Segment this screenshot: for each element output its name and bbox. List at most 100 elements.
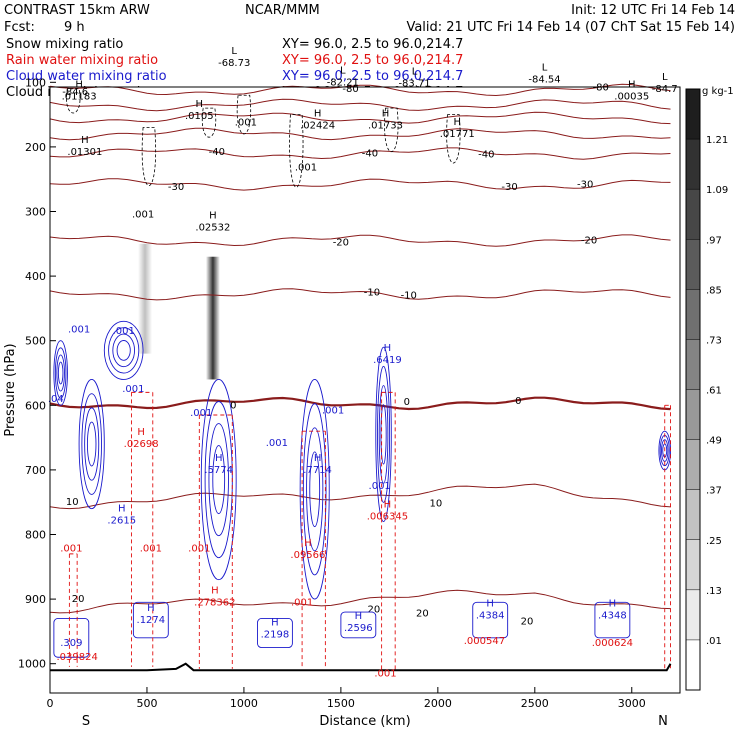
ice-max-value: .00035	[614, 92, 649, 103]
colorbar: 1.21 1.09 .97 .85 .73 .61 .49 .37 .25 .13 .01	[685, 88, 728, 691]
y-tick-label: 1000	[18, 658, 46, 671]
isotherm-label: 20	[521, 617, 534, 628]
rain-max-value: .02698	[124, 439, 159, 450]
y-tick-label: 700	[25, 464, 46, 477]
x-start-label: S	[82, 714, 90, 729]
model-title: CONTRAST 15km ARW	[4, 3, 150, 18]
cloud-water-max-value: .6419	[373, 355, 402, 366]
field-xy: XY= 96.0, 2.5 to 96.0,214.7	[282, 37, 463, 52]
cloud-water-contour	[84, 407, 100, 481]
ice-max-value: .02424	[300, 121, 335, 132]
low-marker: L	[542, 63, 548, 74]
colorbar-label: .25	[706, 536, 722, 547]
isotherm-label: 0	[230, 400, 236, 411]
colorbar-swatch	[686, 89, 700, 140]
cloud-water-max-value: .001	[122, 384, 144, 395]
rain-max-value: .000624	[592, 638, 633, 649]
field-xy: XY= 96.0, 2.5 to 96.0,214.7	[282, 69, 463, 84]
colorbar-swatch	[686, 589, 700, 641]
cloud-water-max-marker: H	[147, 603, 155, 614]
y-tick-label: 900	[25, 593, 46, 606]
colorbar-label: .49	[706, 436, 722, 447]
fcst-value: 9 h	[64, 20, 85, 35]
cloud-water-contour	[103, 320, 144, 380]
rain-max-value: .001	[60, 544, 82, 555]
isotherm-label: 20	[72, 594, 85, 605]
ice-max-value: .01183	[62, 92, 97, 103]
low-value: -84.7	[652, 84, 678, 95]
y-tick-label: 600	[25, 399, 46, 412]
isotherm-line	[49, 234, 671, 247]
isotherm-label: -30	[168, 182, 184, 193]
cloud-water-contour	[200, 379, 237, 581]
cloud-water-contour	[340, 611, 377, 639]
ice-max-marker: H	[453, 117, 461, 128]
cloud-water-max-value: .309	[60, 638, 82, 649]
field-name: Cloud water mixing ratio	[6, 69, 167, 84]
colorbar-label: 1.09	[706, 185, 728, 196]
ice-max-marker: H	[196, 99, 204, 110]
cloud-water-contour	[380, 404, 387, 465]
isotherm-label: -40	[209, 147, 225, 158]
field-name: Rain water mixing ratio	[6, 53, 158, 68]
ice-max-value: .01771	[440, 129, 475, 140]
ice-max-marker: H	[209, 211, 217, 222]
isotherm-label: -30	[577, 179, 593, 190]
init-time: Init: 12 UTC Fri 14 Feb 14	[571, 3, 735, 18]
colorbar-label: .97	[706, 235, 722, 246]
x-end-label: N	[658, 714, 668, 729]
cloud-water-max-value: .5774	[204, 465, 233, 476]
low-value: -68.73	[218, 58, 250, 69]
colorbar-label: .13	[706, 586, 722, 597]
colorbar-swatch	[686, 239, 700, 290]
colorbar-swatch	[686, 489, 700, 541]
y-tick-label: 400	[25, 270, 46, 283]
y-tick-label: 200	[25, 141, 46, 154]
cloud-water-max-value: .4348	[598, 610, 627, 621]
cloud-water-max-marker: H	[215, 453, 223, 464]
cloud-water-contour	[306, 427, 324, 552]
isotherm-label: -40	[362, 148, 378, 159]
cloud-water-max-marker: H	[271, 618, 279, 629]
cloud-water-contour	[53, 618, 90, 658]
x-tick-label: 1500	[327, 697, 355, 710]
rain-max-value: .001	[140, 544, 162, 555]
ice-max-value: .0105	[185, 111, 214, 122]
isotherm-line	[49, 98, 671, 112]
colorbar-label: .85	[706, 285, 722, 296]
cloud-water-contour	[208, 423, 229, 537]
rain-max-marker: H	[211, 585, 219, 596]
cloud-water-contour	[472, 601, 509, 639]
cloud-water-contour	[86, 421, 97, 467]
cloud-water-contour	[302, 403, 327, 576]
cloud-water-max-marker: H	[118, 503, 126, 514]
x-tick-label: 2000	[424, 697, 452, 710]
ice-max-marker: H	[628, 80, 636, 91]
x-tick-label: 1000	[230, 697, 258, 710]
isotherm-label: 10	[66, 497, 79, 508]
ice-max-marker: H	[382, 109, 390, 120]
rain-max-value: .039824	[56, 652, 97, 663]
cloud-water-max-value: .001	[190, 408, 212, 419]
isotherm-label: -20	[581, 236, 597, 247]
colorbar-swatch	[686, 339, 700, 390]
colorbar-swatch	[686, 189, 700, 240]
ice-max-value: .001	[132, 210, 154, 221]
y-tick-label: 500	[25, 335, 46, 348]
colorbar-swatch	[686, 139, 700, 190]
ice-max-marker: H	[81, 135, 89, 146]
isotherm-label: 20	[416, 608, 429, 619]
rain-max-marker: H	[384, 499, 392, 510]
x-tick-label: 3000	[618, 697, 646, 710]
low-marker: L	[662, 72, 668, 83]
isotherm-label: -30	[501, 182, 517, 193]
fcst-label: Fcst:	[4, 20, 35, 35]
cloud-water-contour	[53, 340, 68, 406]
ice-max-value: .001	[235, 117, 257, 128]
cloud-water-contour	[257, 618, 293, 648]
cloud-water-contour	[375, 346, 392, 523]
cloud-water-max-value: .1274	[137, 615, 166, 626]
ice-contour	[236, 94, 252, 135]
low-value: -83.71	[398, 79, 430, 90]
low-marker: L	[231, 46, 237, 57]
